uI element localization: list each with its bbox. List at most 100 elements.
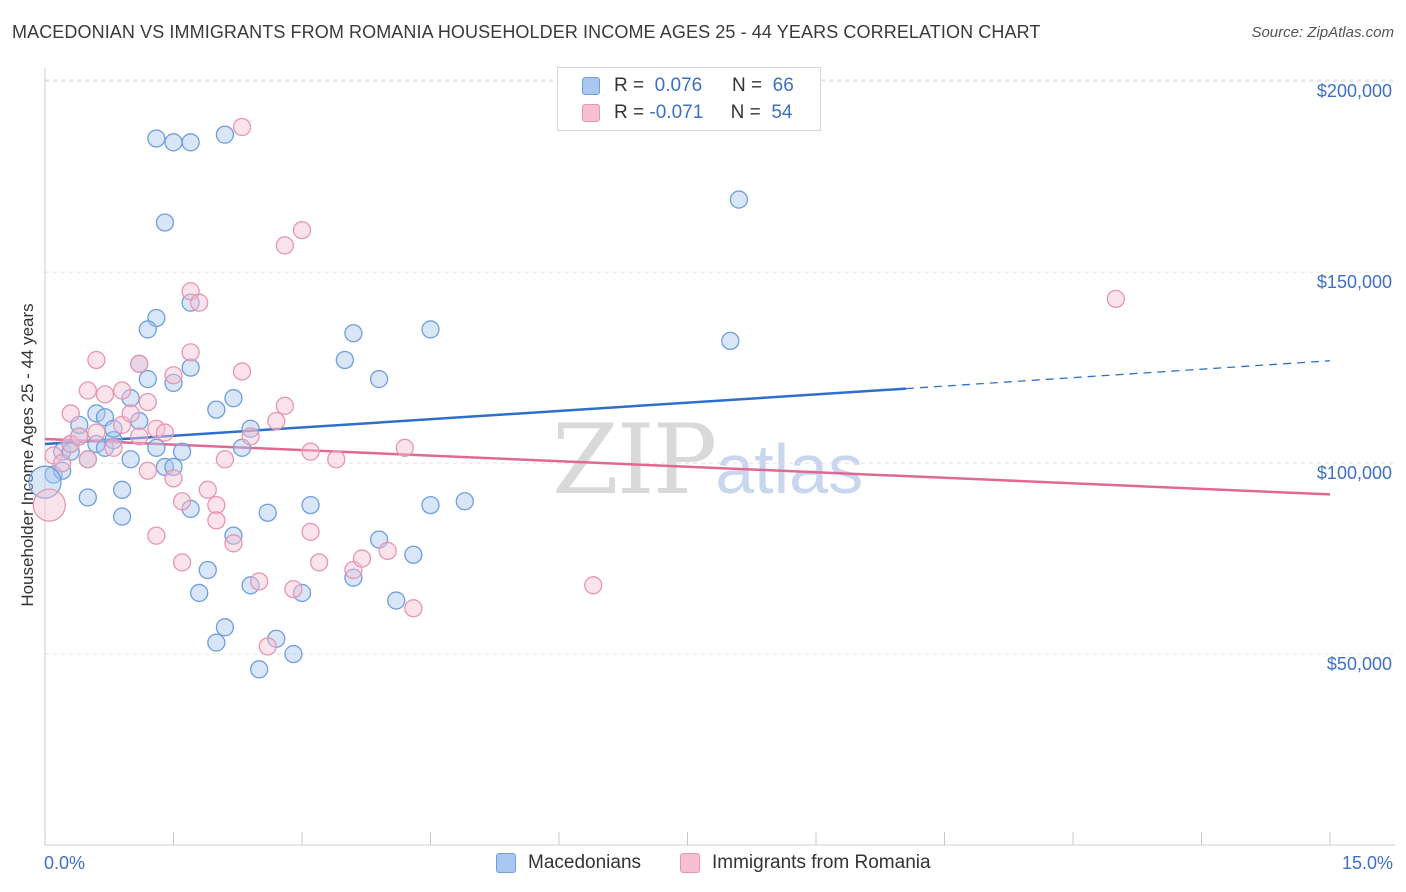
macedonians-point: [729, 190, 749, 209]
macedonians-point: [138, 320, 157, 339]
macedonians-point: [164, 373, 183, 393]
romania-point: [61, 404, 80, 423]
romania-point: [172, 492, 192, 511]
legend-r-label: R =: [614, 102, 645, 123]
macedonians-point: [52, 461, 72, 480]
romania-point: [241, 427, 260, 446]
romania-point: [301, 522, 320, 541]
macedonians-point: [258, 503, 277, 522]
macedonians-trend-extension: [905, 360, 1331, 390]
macedonians-point: [215, 125, 235, 144]
legend-r-label: R =: [614, 75, 645, 96]
macedonians-label: Macedonians: [528, 852, 642, 873]
romania-point: [395, 438, 414, 457]
romania-point: [267, 411, 286, 431]
romania-point: [112, 381, 132, 400]
romania-point: [215, 450, 235, 469]
macedonians-point: [369, 369, 389, 389]
romania-point: [292, 220, 312, 240]
romania-swatch: [680, 853, 700, 873]
romania-point: [138, 392, 157, 412]
macedonians-point: [112, 507, 132, 526]
macedonians-point: [224, 526, 243, 545]
macedonians-point: [455, 492, 474, 511]
romania-point: [224, 534, 243, 553]
macedonians-point: [301, 495, 320, 515]
romania-point: [207, 511, 226, 530]
romania-point: [327, 450, 346, 469]
chart-title: MACEDONIAN VS IMMIGRANTS FROM ROMANIA HO…: [12, 22, 1041, 42]
legend-swatch-romania: [582, 104, 600, 122]
romania-trend-line: [44, 437, 1331, 496]
romania-point: [52, 453, 72, 473]
macedonians-point: [181, 358, 200, 377]
macedonians-point: [241, 419, 260, 438]
romania-point: [352, 549, 372, 568]
macedonians-point: [138, 369, 157, 389]
x-tick-label-min: 0.0%: [44, 853, 85, 873]
legend-r-value: -0.071: [649, 102, 704, 123]
romania-point: [130, 354, 149, 373]
romania-point: [172, 553, 192, 572]
romania-point: [309, 553, 329, 572]
romania-point: [78, 381, 97, 400]
romania-point: [164, 366, 183, 385]
macedonians-point: [421, 320, 440, 339]
macedonians-point: [190, 583, 209, 603]
romania-point: [181, 343, 200, 362]
romania-point: [104, 438, 123, 457]
macedonians-point: [284, 644, 303, 664]
watermark: ZIPatlas: [552, 404, 863, 516]
romania-point: [232, 362, 252, 381]
romania-point: [70, 427, 89, 446]
y-tick-label: $100,000: [1317, 463, 1392, 483]
romania-point: [138, 461, 157, 480]
legend-n-value: 66: [772, 75, 794, 96]
series-legend-romania[interactable]: Immigrants from Romania: [680, 852, 931, 874]
romania-point: [198, 480, 217, 499]
macedonians-point: [421, 495, 440, 515]
romania-point: [284, 579, 303, 599]
romania-point: [301, 442, 320, 461]
romania-point: [147, 526, 166, 545]
y-tick-label: $50,000: [1327, 654, 1392, 674]
macedonians-point: [78, 488, 97, 507]
macedonians-point: [404, 545, 423, 564]
y-tick-label: $150,000: [1317, 272, 1392, 292]
macedonians-point: [344, 324, 363, 343]
macedonians-point: [224, 389, 243, 408]
legend-n-value: 54: [771, 102, 793, 123]
macedonians-point: [181, 133, 200, 152]
y-tick-label: $200,000: [1317, 81, 1392, 101]
macedonians-point: [164, 133, 183, 152]
series-legend-macedonians[interactable]: Macedonians: [496, 852, 641, 874]
macedonians-point: [335, 350, 354, 370]
macedonians-point: [147, 129, 166, 148]
romania-point: [87, 423, 106, 442]
macedonians-point: [104, 419, 123, 438]
legend-row-macedonians: R = 0.076 N = 66: [582, 74, 794, 98]
macedonians-point: [215, 618, 235, 637]
romania-point: [404, 599, 423, 618]
macedonians-point: [28, 465, 62, 499]
macedonians-point: [721, 331, 740, 351]
romania-point: [207, 495, 226, 515]
macedonians-point: [344, 568, 363, 587]
source-label: Source: ZipAtlas.com: [1251, 24, 1394, 41]
macedonians-point: [172, 442, 192, 461]
macedonians-point: [207, 633, 226, 652]
macedonians-point: [121, 450, 140, 469]
romania-point: [378, 541, 397, 561]
romania-point: [164, 469, 183, 488]
macedonians-point: [112, 480, 132, 499]
legend-swatch-macedonians: [582, 77, 600, 95]
romania-point: [155, 423, 175, 442]
romania-point: [87, 350, 106, 370]
watermark-zip: ZIP: [552, 404, 717, 516]
romania-point: [258, 637, 277, 656]
macedonians-point: [207, 400, 226, 419]
series-legend: Macedonians Immigrants from Romania: [0, 852, 1406, 878]
macedonians-trend-line: [44, 387, 907, 446]
macedonians-point: [155, 213, 175, 232]
